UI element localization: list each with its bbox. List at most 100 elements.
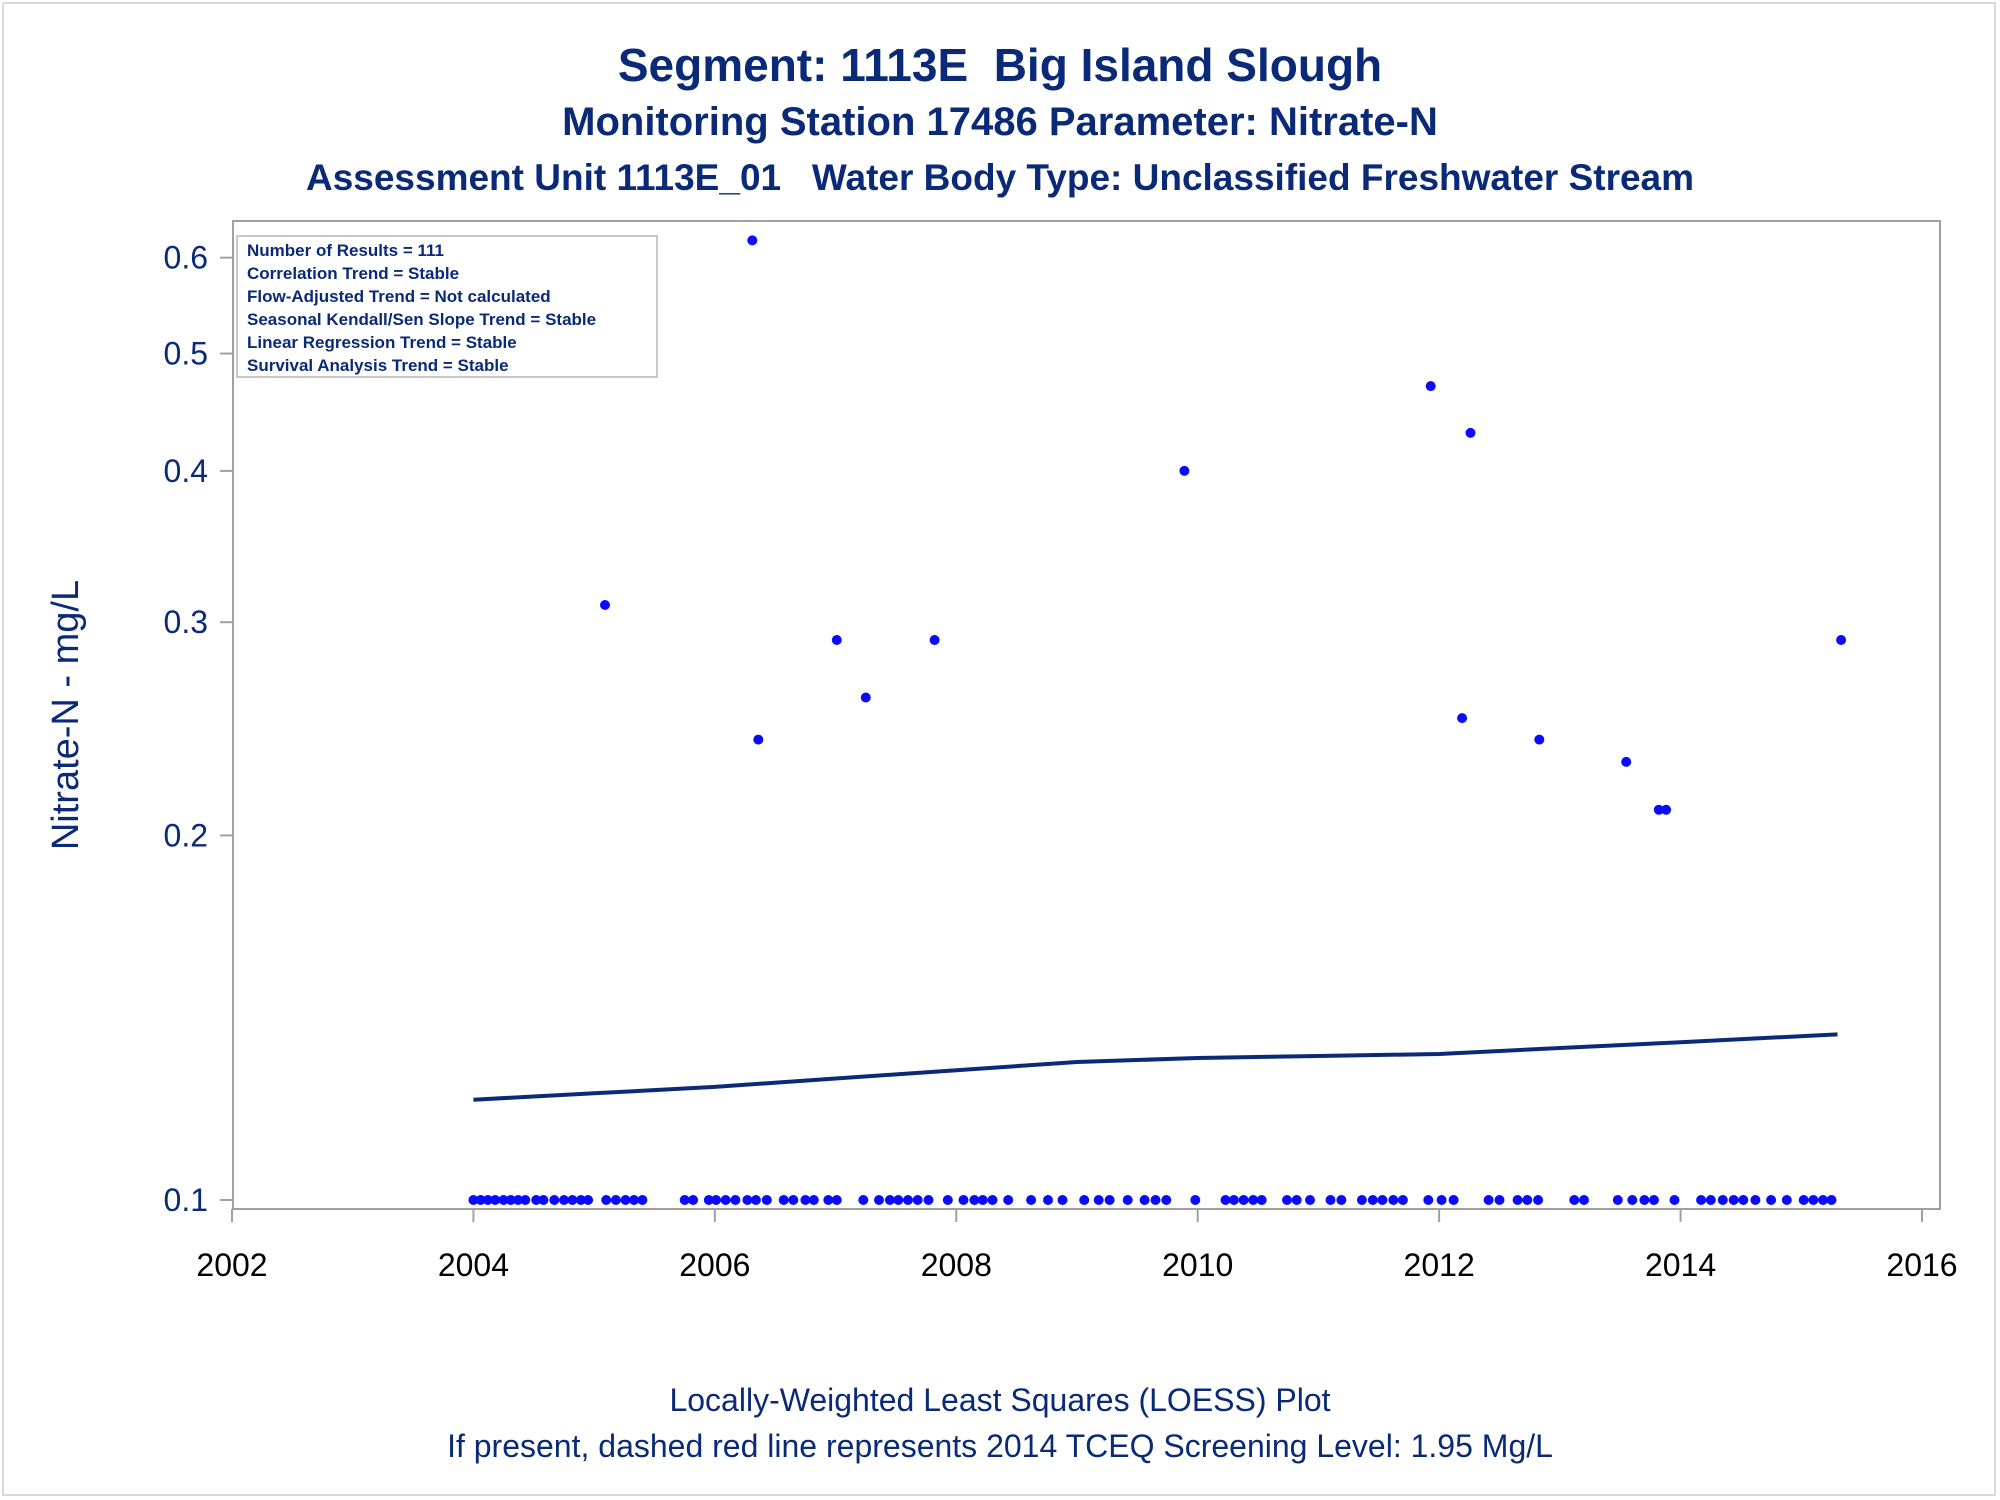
data-point [1465, 427, 1476, 438]
data-point [1612, 1195, 1623, 1205]
x-tick-label: 2010 [1162, 1247, 1233, 1283]
data-point [610, 1195, 621, 1205]
y-tick-label: 0.2 [164, 817, 208, 853]
data-point [1705, 1195, 1716, 1205]
data-point [620, 1195, 631, 1205]
data-point [884, 1195, 895, 1205]
data-point [1639, 1195, 1650, 1205]
chart-subtitle-assessment: Assessment Unit 1113E_01 Water Body Type… [305, 157, 1695, 198]
data-point [903, 1195, 913, 1205]
data-point [637, 1195, 648, 1205]
data-point [750, 1195, 761, 1205]
data-point [858, 1195, 869, 1205]
data-point [629, 1195, 639, 1205]
data-point [1305, 1195, 1315, 1205]
data-point [1494, 1195, 1505, 1205]
data-point [720, 1195, 731, 1205]
data-point [808, 1195, 819, 1205]
data-point [583, 1195, 594, 1205]
data-point [1161, 1195, 1172, 1205]
y-tick-label: 0.1 [164, 1182, 208, 1218]
data-point [1798, 1195, 1809, 1205]
data-point [538, 1195, 549, 1205]
data-point [1522, 1195, 1533, 1205]
data-point [923, 1195, 934, 1205]
data-point [1122, 1195, 1133, 1205]
data-point [1457, 713, 1468, 724]
data-point [1139, 1195, 1150, 1205]
data-point [831, 1195, 842, 1205]
data-point [567, 1195, 578, 1205]
data-point [600, 600, 610, 610]
footnote-screening-level: If present, dashed red line represents 2… [447, 1428, 1553, 1464]
x-tick-label: 2006 [679, 1247, 750, 1283]
chart-subtitle-station: Monitoring Station 17486 Parameter: Nitr… [562, 100, 1438, 144]
data-point [601, 1195, 612, 1205]
data-point [1150, 1195, 1161, 1205]
data-point [1436, 1195, 1447, 1205]
trend-summary-line: Survival Analysis Trend = Stable [247, 356, 509, 375]
data-point [1448, 1195, 1459, 1205]
data-point [482, 1195, 493, 1205]
data-point [1669, 1195, 1680, 1205]
data-point [800, 1195, 811, 1205]
data-point [831, 635, 842, 645]
data-point [1728, 1195, 1739, 1205]
data-point [1750, 1195, 1761, 1205]
data-point [1661, 804, 1672, 815]
data-point [688, 1195, 699, 1205]
data-point [1569, 1195, 1580, 1205]
data-point [1826, 1195, 1837, 1205]
trend-summary-box: Number of Results = 111 Correlation Trend… [236, 235, 658, 378]
data-point [711, 1195, 722, 1205]
y-tick-label: 0.4 [164, 453, 208, 489]
trend-summary-line: Number of Results = 111 [247, 241, 444, 260]
data-point [860, 692, 871, 703]
trend-summary-border [236, 235, 658, 378]
data-point [1190, 1195, 1201, 1205]
data-point [1388, 1195, 1399, 1205]
data-point [942, 1195, 953, 1205]
data-point [1057, 1195, 1068, 1205]
data-point [575, 1195, 586, 1205]
data-point [1423, 1195, 1434, 1205]
data-point [1291, 1195, 1302, 1205]
data-point [823, 1195, 834, 1205]
data-point [1325, 1195, 1336, 1205]
data-point [505, 1195, 516, 1205]
data-point [1026, 1195, 1037, 1205]
y-tick-label: 0.5 [164, 336, 208, 372]
data-point [987, 1195, 998, 1205]
data-point [1220, 1195, 1231, 1205]
data-point [874, 1195, 884, 1205]
data-point [912, 1195, 923, 1205]
data-point [549, 1195, 560, 1205]
data-point [778, 1195, 789, 1205]
data-point [958, 1195, 969, 1205]
data-point [761, 1195, 772, 1205]
loess-curve [473, 1032, 1838, 1102]
data-point [929, 635, 940, 645]
data-point [730, 1195, 741, 1205]
data-point [1356, 1195, 1367, 1205]
data-point [559, 1195, 569, 1205]
data-point [1179, 465, 1190, 476]
x-tick-label: 2002 [196, 1247, 267, 1283]
data-point [977, 1195, 988, 1205]
data-point [475, 1195, 486, 1205]
x-tick-label: 2014 [1645, 1247, 1716, 1283]
plot-area [232, 220, 1941, 1210]
data-point [490, 1195, 501, 1205]
data-point [1512, 1195, 1523, 1205]
data-point [753, 734, 764, 745]
data-point [679, 1195, 690, 1205]
data-point [520, 1195, 531, 1205]
data-point [1043, 1195, 1053, 1205]
data-point [788, 1195, 799, 1205]
data-point [893, 1195, 904, 1205]
data-point [742, 1195, 753, 1205]
data-point [1579, 1195, 1589, 1205]
x-tick-label: 2012 [1404, 1247, 1475, 1283]
data-point [1079, 1195, 1090, 1205]
